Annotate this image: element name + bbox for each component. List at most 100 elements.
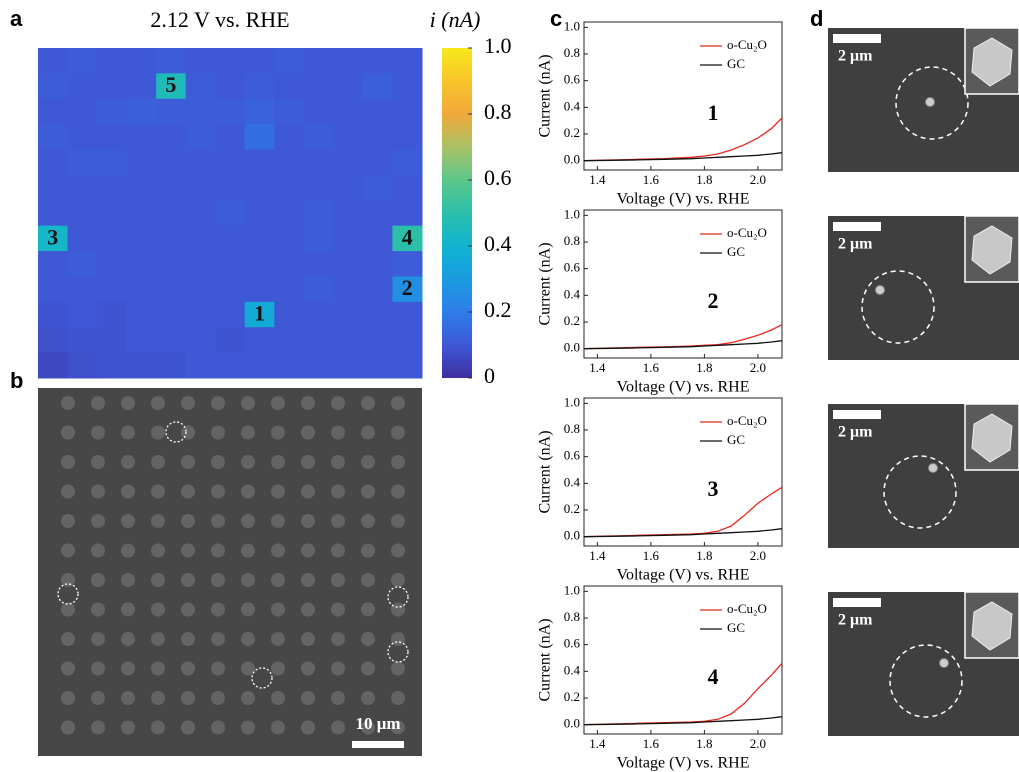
heat-cell [245, 99, 275, 125]
legend-label: GC [727, 620, 745, 635]
heat-cell [274, 73, 304, 99]
x-tick-label: 2.0 [750, 360, 766, 375]
panel-label: d [810, 6, 823, 31]
heat-cell [245, 124, 275, 150]
heat-cell [245, 327, 275, 353]
sem-dot [151, 721, 165, 735]
sem-dot [121, 426, 135, 440]
sem-dot [181, 396, 195, 410]
sem-dot [61, 632, 75, 646]
heat-cell [304, 73, 334, 99]
sem-dot [241, 426, 255, 440]
sem-dot [271, 485, 285, 499]
sem-dot [331, 662, 345, 676]
heat-cell [38, 124, 68, 150]
heat-cell [333, 226, 363, 252]
scale-bar [833, 222, 881, 231]
sem-dot [361, 396, 375, 410]
heat-cell [127, 200, 157, 226]
sem-dot [301, 514, 315, 528]
x-tick-label: 2.0 [750, 172, 766, 187]
sem-dot [211, 455, 225, 469]
heat-cell [68, 302, 98, 328]
sem-dot [271, 396, 285, 410]
heat-cell [127, 226, 157, 252]
particle [940, 659, 949, 668]
sem-dot [361, 632, 375, 646]
colorbar-tick-label: 0.6 [484, 165, 512, 190]
heat-cell [68, 99, 98, 125]
sem-dot [181, 426, 195, 440]
sem-dot [91, 426, 105, 440]
sem-dot [91, 573, 105, 587]
heat-cell [304, 175, 334, 201]
sem-dot [271, 544, 285, 558]
colorbar-tick-label: 0 [484, 363, 495, 388]
heat-cell [215, 226, 245, 252]
sem-dot [151, 514, 165, 528]
sem-dot [271, 721, 285, 735]
heat-cell [333, 73, 363, 99]
sem-dot [121, 544, 135, 558]
heat-cell [392, 150, 422, 176]
y-axis-label: Current (nA) [537, 618, 554, 701]
sem-dot [91, 514, 105, 528]
colorbar-label: i (nA) [430, 7, 481, 32]
sem-dot [61, 485, 75, 499]
sem-dot [91, 544, 105, 558]
heat-cell [304, 327, 334, 353]
sem-dot [121, 721, 135, 735]
sem-dot [151, 455, 165, 469]
heat-cell [97, 327, 127, 353]
heat-cell [245, 73, 275, 99]
sem-dot [91, 632, 105, 646]
cell-label: 4 [402, 224, 413, 249]
sem-dot [241, 514, 255, 528]
heat-cell [215, 150, 245, 176]
particle [926, 98, 935, 107]
heat-cell [392, 48, 422, 74]
colorbar-tick-label: 0.4 [484, 231, 512, 256]
colorbar-tick-label: 0.2 [484, 297, 512, 322]
sem-dot [121, 514, 135, 528]
y-axis-label: Current (nA) [537, 54, 554, 137]
chart-annotation: 2 [708, 288, 719, 313]
y-tick-label: 0.8 [564, 45, 580, 60]
sem-dot [301, 455, 315, 469]
heat-cell [274, 200, 304, 226]
sem-dot [121, 691, 135, 705]
heat-cell [38, 353, 68, 379]
heat-cell [274, 175, 304, 201]
heat-cell [245, 353, 275, 379]
y-tick-label: 0.0 [564, 340, 580, 355]
sem-dot [121, 632, 135, 646]
heat-cell [127, 73, 157, 99]
sem-dot [391, 573, 405, 587]
heat-cell [215, 124, 245, 150]
heat-cell [156, 226, 186, 252]
heat-cell [363, 150, 393, 176]
sem-dot [181, 721, 195, 735]
sem-dot [211, 603, 225, 617]
heat-cell [274, 150, 304, 176]
heat-cell [363, 276, 393, 302]
y-tick-label: 1.0 [564, 394, 580, 409]
heat-cell [68, 48, 98, 74]
heat-cell [68, 251, 98, 277]
sem-dot [211, 721, 225, 735]
heat-cell [68, 353, 98, 379]
sem-dot [61, 544, 75, 558]
sem-dot [181, 514, 195, 528]
panel-label: c [550, 6, 562, 31]
heat-cell [186, 175, 216, 201]
scale-bar-label: 2 μm [838, 236, 873, 253]
heat-cell [156, 302, 186, 328]
heat-cell [333, 124, 363, 150]
sem-dot [61, 603, 75, 617]
y-tick-label: 0.4 [564, 98, 581, 113]
sem-dot [121, 485, 135, 499]
scale-bar [833, 34, 881, 43]
x-tick-label: 1.8 [696, 736, 712, 751]
heat-cell [274, 251, 304, 277]
legend-label: o-Cu₂O [727, 601, 767, 616]
